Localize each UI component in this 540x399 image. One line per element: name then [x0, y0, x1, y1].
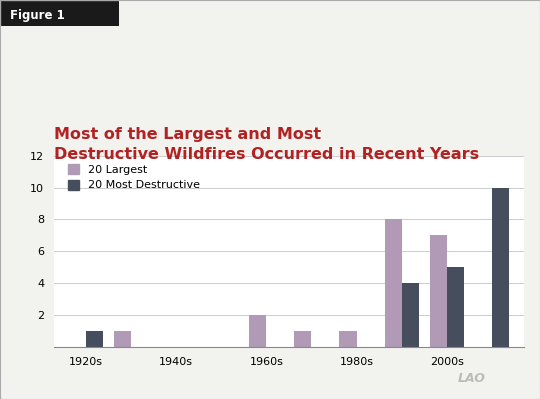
Bar [384, 219, 402, 347]
Bar [402, 283, 419, 347]
Bar [447, 267, 464, 347]
Bar [430, 235, 447, 347]
Bar [294, 331, 312, 347]
Bar [113, 331, 131, 347]
Bar [86, 331, 103, 347]
Text: Figure 1: Figure 1 [10, 8, 64, 22]
Bar [340, 331, 356, 347]
Text: Most of the Largest and Most: Most of the Largest and Most [54, 126, 321, 142]
Legend: 20 Largest, 20 Most Destructive: 20 Largest, 20 Most Destructive [64, 161, 203, 194]
Text: Destructive Wildfires Occurred in Recent Years: Destructive Wildfires Occurred in Recent… [54, 146, 479, 162]
Text: LAO: LAO [458, 372, 486, 385]
Bar [249, 315, 266, 347]
Bar [492, 188, 509, 347]
